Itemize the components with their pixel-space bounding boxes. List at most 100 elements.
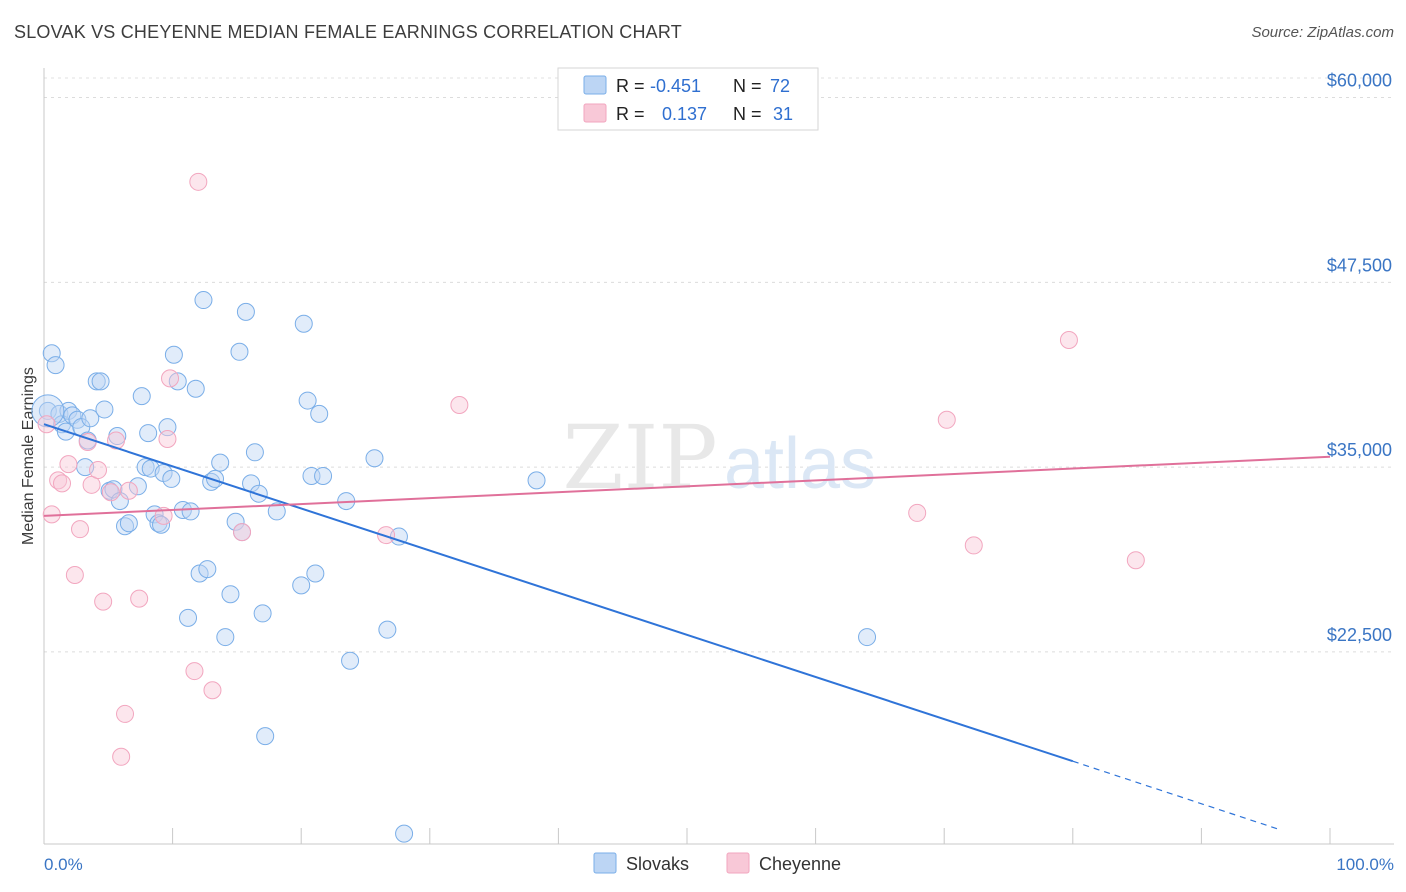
slovaks-point [46, 356, 65, 375]
slovaks-point [341, 651, 360, 670]
watermark-atlas: atlas [724, 424, 876, 504]
series-slovaks-points [31, 291, 877, 843]
slovaks-point [38, 401, 57, 420]
slovaks-point [87, 372, 106, 391]
cheyenne-n-label: N = [733, 104, 762, 124]
slovaks-point [253, 604, 272, 623]
cheyenne-point [94, 592, 113, 611]
y-tick-label: $60,000 [1327, 71, 1392, 91]
x-tick-label-min: 0.0% [44, 855, 83, 874]
slovaks-point [206, 469, 225, 488]
slovaks-point [95, 400, 114, 419]
slovaks-swatch [583, 75, 607, 95]
cheyenne-point [161, 369, 180, 388]
stats-legend: R = -0.451 N = 72 R = 0.137 N = 31 [557, 67, 819, 131]
legend-slovaks-swatch [593, 852, 617, 874]
slovaks-trend-extension [1072, 760, 1279, 830]
cheyenne-point [158, 430, 177, 449]
slovaks-point [164, 345, 183, 364]
slovaks-point [858, 628, 877, 647]
cheyenne-point [189, 172, 208, 191]
slovaks-point [395, 824, 414, 843]
slovaks-point [119, 514, 138, 533]
y-tick-labels: $22,500 $35,000 $47,500 $60,000 [1327, 71, 1392, 645]
slovaks-point [198, 560, 217, 579]
cheyenne-point [185, 662, 204, 681]
cheyenne-swatch [583, 103, 607, 123]
slovaks-point [256, 727, 275, 746]
slovaks-n-value: 72 [770, 76, 790, 96]
cheyenne-point [89, 461, 108, 480]
slovaks-r-value: -0.451 [650, 76, 701, 96]
slovaks-point [314, 466, 333, 485]
slovaks-point [128, 477, 147, 496]
cheyenne-point [964, 536, 983, 555]
cheyenne-point [937, 410, 956, 429]
x-tick-label-max: 100.0% [1336, 855, 1394, 874]
slovaks-point [306, 564, 325, 583]
cheyenne-point [377, 526, 396, 545]
cheyenne-point [203, 681, 222, 700]
y-tick-label: $47,500 [1327, 255, 1392, 275]
slovaks-point [292, 576, 311, 595]
slovaks-point [162, 469, 181, 488]
cheyenne-r-value: 0.137 [662, 104, 707, 124]
cheyenne-point [1059, 330, 1078, 349]
cheyenne-point [107, 431, 126, 450]
x-ticks [172, 828, 1331, 844]
slovaks-point [378, 620, 397, 639]
cheyenne-point [112, 747, 131, 766]
slovaks-point [245, 443, 264, 462]
cheyenne-point [116, 704, 135, 723]
slovaks-point [267, 502, 286, 521]
legend-cheyenne-swatch [726, 852, 750, 874]
cheyenne-point [130, 589, 149, 608]
cheyenne-point [154, 506, 173, 525]
slovaks-point [527, 471, 546, 490]
slovaks-point [365, 449, 384, 468]
slovaks-n-label: N = [733, 76, 762, 96]
slovaks-point [294, 314, 313, 333]
slovaks-point [181, 502, 200, 521]
slovaks-point [298, 391, 317, 410]
legend-cheyenne-label: Cheyenne [759, 854, 841, 874]
slovaks-point [81, 409, 100, 428]
slovaks-point [211, 453, 230, 472]
cheyenne-point [233, 523, 252, 542]
slovaks-point [216, 628, 235, 647]
slovaks-point [389, 527, 408, 546]
slovaks-point [226, 512, 245, 531]
cheyenne-point [71, 520, 90, 539]
y-tick-label: $22,500 [1327, 625, 1392, 645]
slovaks-point [91, 372, 110, 391]
chart-title: SLOVAK VS CHEYENNE MEDIAN FEMALE EARNING… [14, 22, 682, 42]
cheyenne-point [119, 481, 138, 500]
slovaks-r-label: R = [616, 76, 645, 96]
slovaks-point [104, 480, 123, 499]
slovaks-point [179, 608, 198, 627]
cheyenne-n-value: 31 [773, 104, 793, 124]
legend-slovaks-label: Slovaks [626, 854, 689, 874]
cheyenne-point [908, 503, 927, 522]
series-cheyenne-points [37, 172, 1145, 766]
cheyenne-point [101, 483, 120, 502]
cheyenne-point [450, 396, 469, 415]
watermark-zip: ZIP [562, 406, 717, 509]
source-credit: Source: ZipAtlas.com [1251, 24, 1394, 41]
cheyenne-point [1126, 551, 1145, 570]
cheyenne-point [59, 455, 78, 474]
slovaks-point [236, 302, 255, 321]
cheyenne-trend-line [43, 455, 1331, 517]
slovaks-trend-line [43, 423, 1074, 763]
trend-lines [43, 423, 1331, 830]
series-legend: Slovaks Cheyenne [593, 852, 841, 874]
slovaks-point [132, 387, 151, 406]
y-axis-label: Median Female Earnings [20, 367, 37, 545]
slovaks-point [194, 291, 213, 310]
cheyenne-r-label: R = [616, 104, 645, 124]
slovaks-point [310, 404, 329, 423]
slovaks-point [42, 344, 61, 363]
slovaks-point [221, 585, 240, 604]
slovaks-point [139, 424, 158, 443]
